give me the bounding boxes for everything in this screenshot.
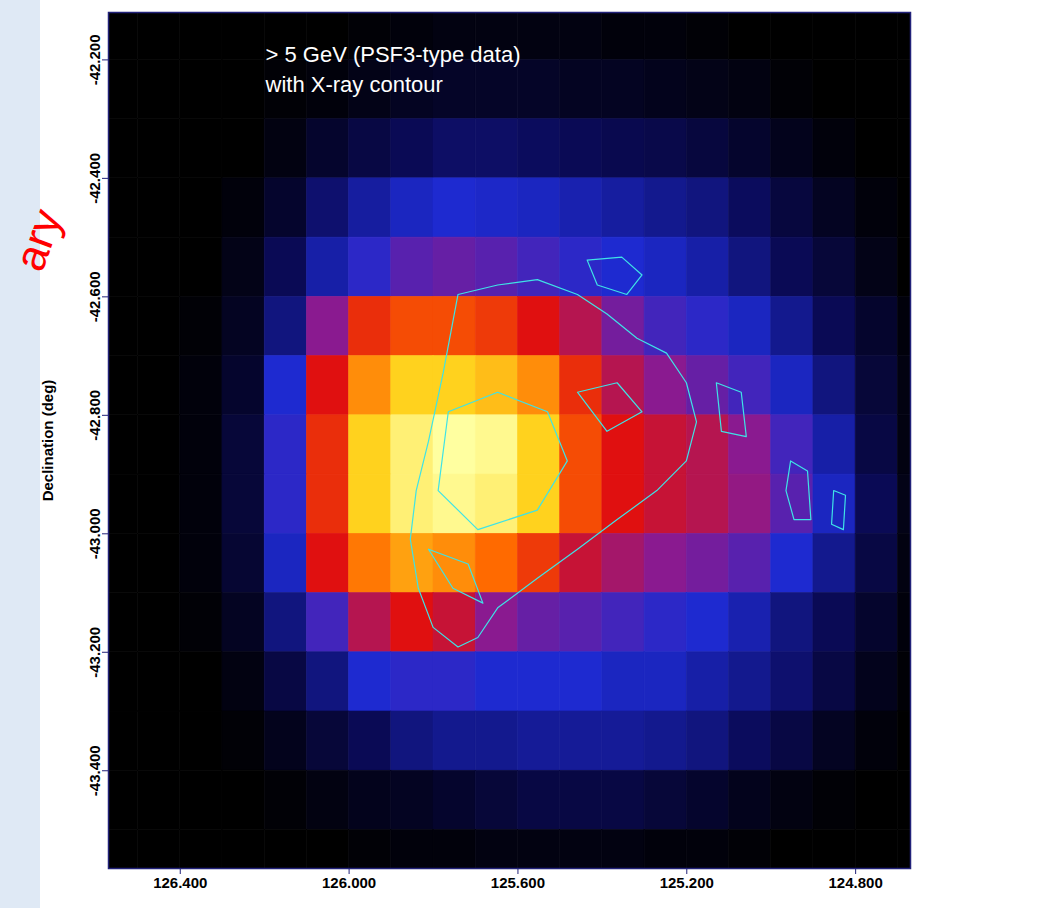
svg-text:> 5 GeV (PSF3-type data): > 5 GeV (PSF3-type data)	[266, 42, 521, 67]
svg-text:125.200: 125.200	[660, 874, 714, 891]
svg-text:Declination (deg): Declination (deg)	[39, 380, 56, 502]
svg-text:-43.400: -43.400	[86, 745, 103, 796]
svg-text:-42.600: -42.600	[86, 271, 103, 322]
svg-text:-42.200: -42.200	[86, 34, 103, 85]
svg-text:126.000: 126.000	[322, 874, 376, 891]
svg-text:-43.000: -43.000	[86, 508, 103, 559]
svg-text:125.600: 125.600	[491, 874, 545, 891]
svg-text:-43.200: -43.200	[86, 627, 103, 678]
svg-text:-42.800: -42.800	[86, 390, 103, 441]
html-text:ary: ary	[4, 202, 71, 277]
svg-text:-42.400: -42.400	[86, 153, 103, 204]
svg-text:126.400: 126.400	[153, 874, 207, 891]
svg-text:with X-ray contour: with X-ray contour	[265, 72, 443, 97]
svg-text:124.800: 124.800	[829, 874, 883, 891]
